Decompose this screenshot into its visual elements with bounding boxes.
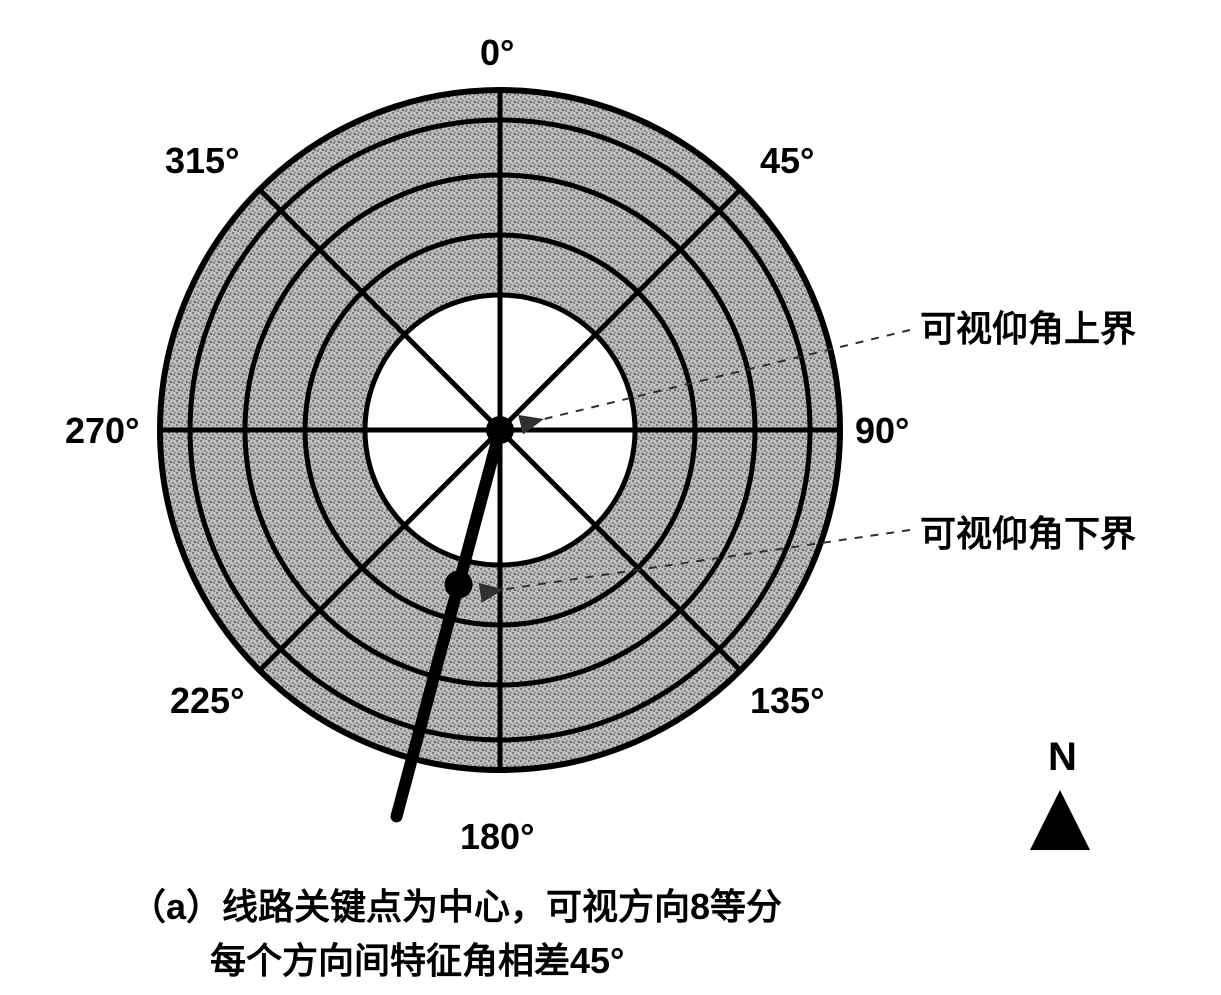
diagram-container: { "polar": { "cx": 500, "cy": 430, "oute… bbox=[0, 0, 1221, 995]
lower-bound-point bbox=[445, 571, 473, 599]
angle-label-225: 225° bbox=[170, 680, 244, 722]
angle-label-315: 315° bbox=[165, 140, 239, 182]
caption: （a）线路关键点为中心，可视方向8等分 每个方向间特征角相差45° bbox=[130, 880, 782, 988]
angle-label-270: 270° bbox=[65, 410, 139, 452]
angle-label-135: 135° bbox=[750, 680, 824, 722]
annotation-upper: 可视仰角上界 bbox=[920, 300, 1136, 352]
angle-label-180: 180° bbox=[460, 816, 534, 858]
caption-line-1: （a）线路关键点为中心，可视方向8等分 bbox=[130, 880, 782, 934]
annotation-lower: 可视仰角下界 bbox=[920, 505, 1136, 557]
angle-label-45: 45° bbox=[760, 140, 814, 182]
center-point bbox=[486, 416, 514, 444]
angle-label-90: 90° bbox=[855, 410, 909, 452]
caption-line-2: 每个方向间特征角相差45° bbox=[130, 934, 782, 988]
north-label: N bbox=[1048, 735, 1077, 780]
angle-label-0: 0° bbox=[480, 32, 514, 74]
